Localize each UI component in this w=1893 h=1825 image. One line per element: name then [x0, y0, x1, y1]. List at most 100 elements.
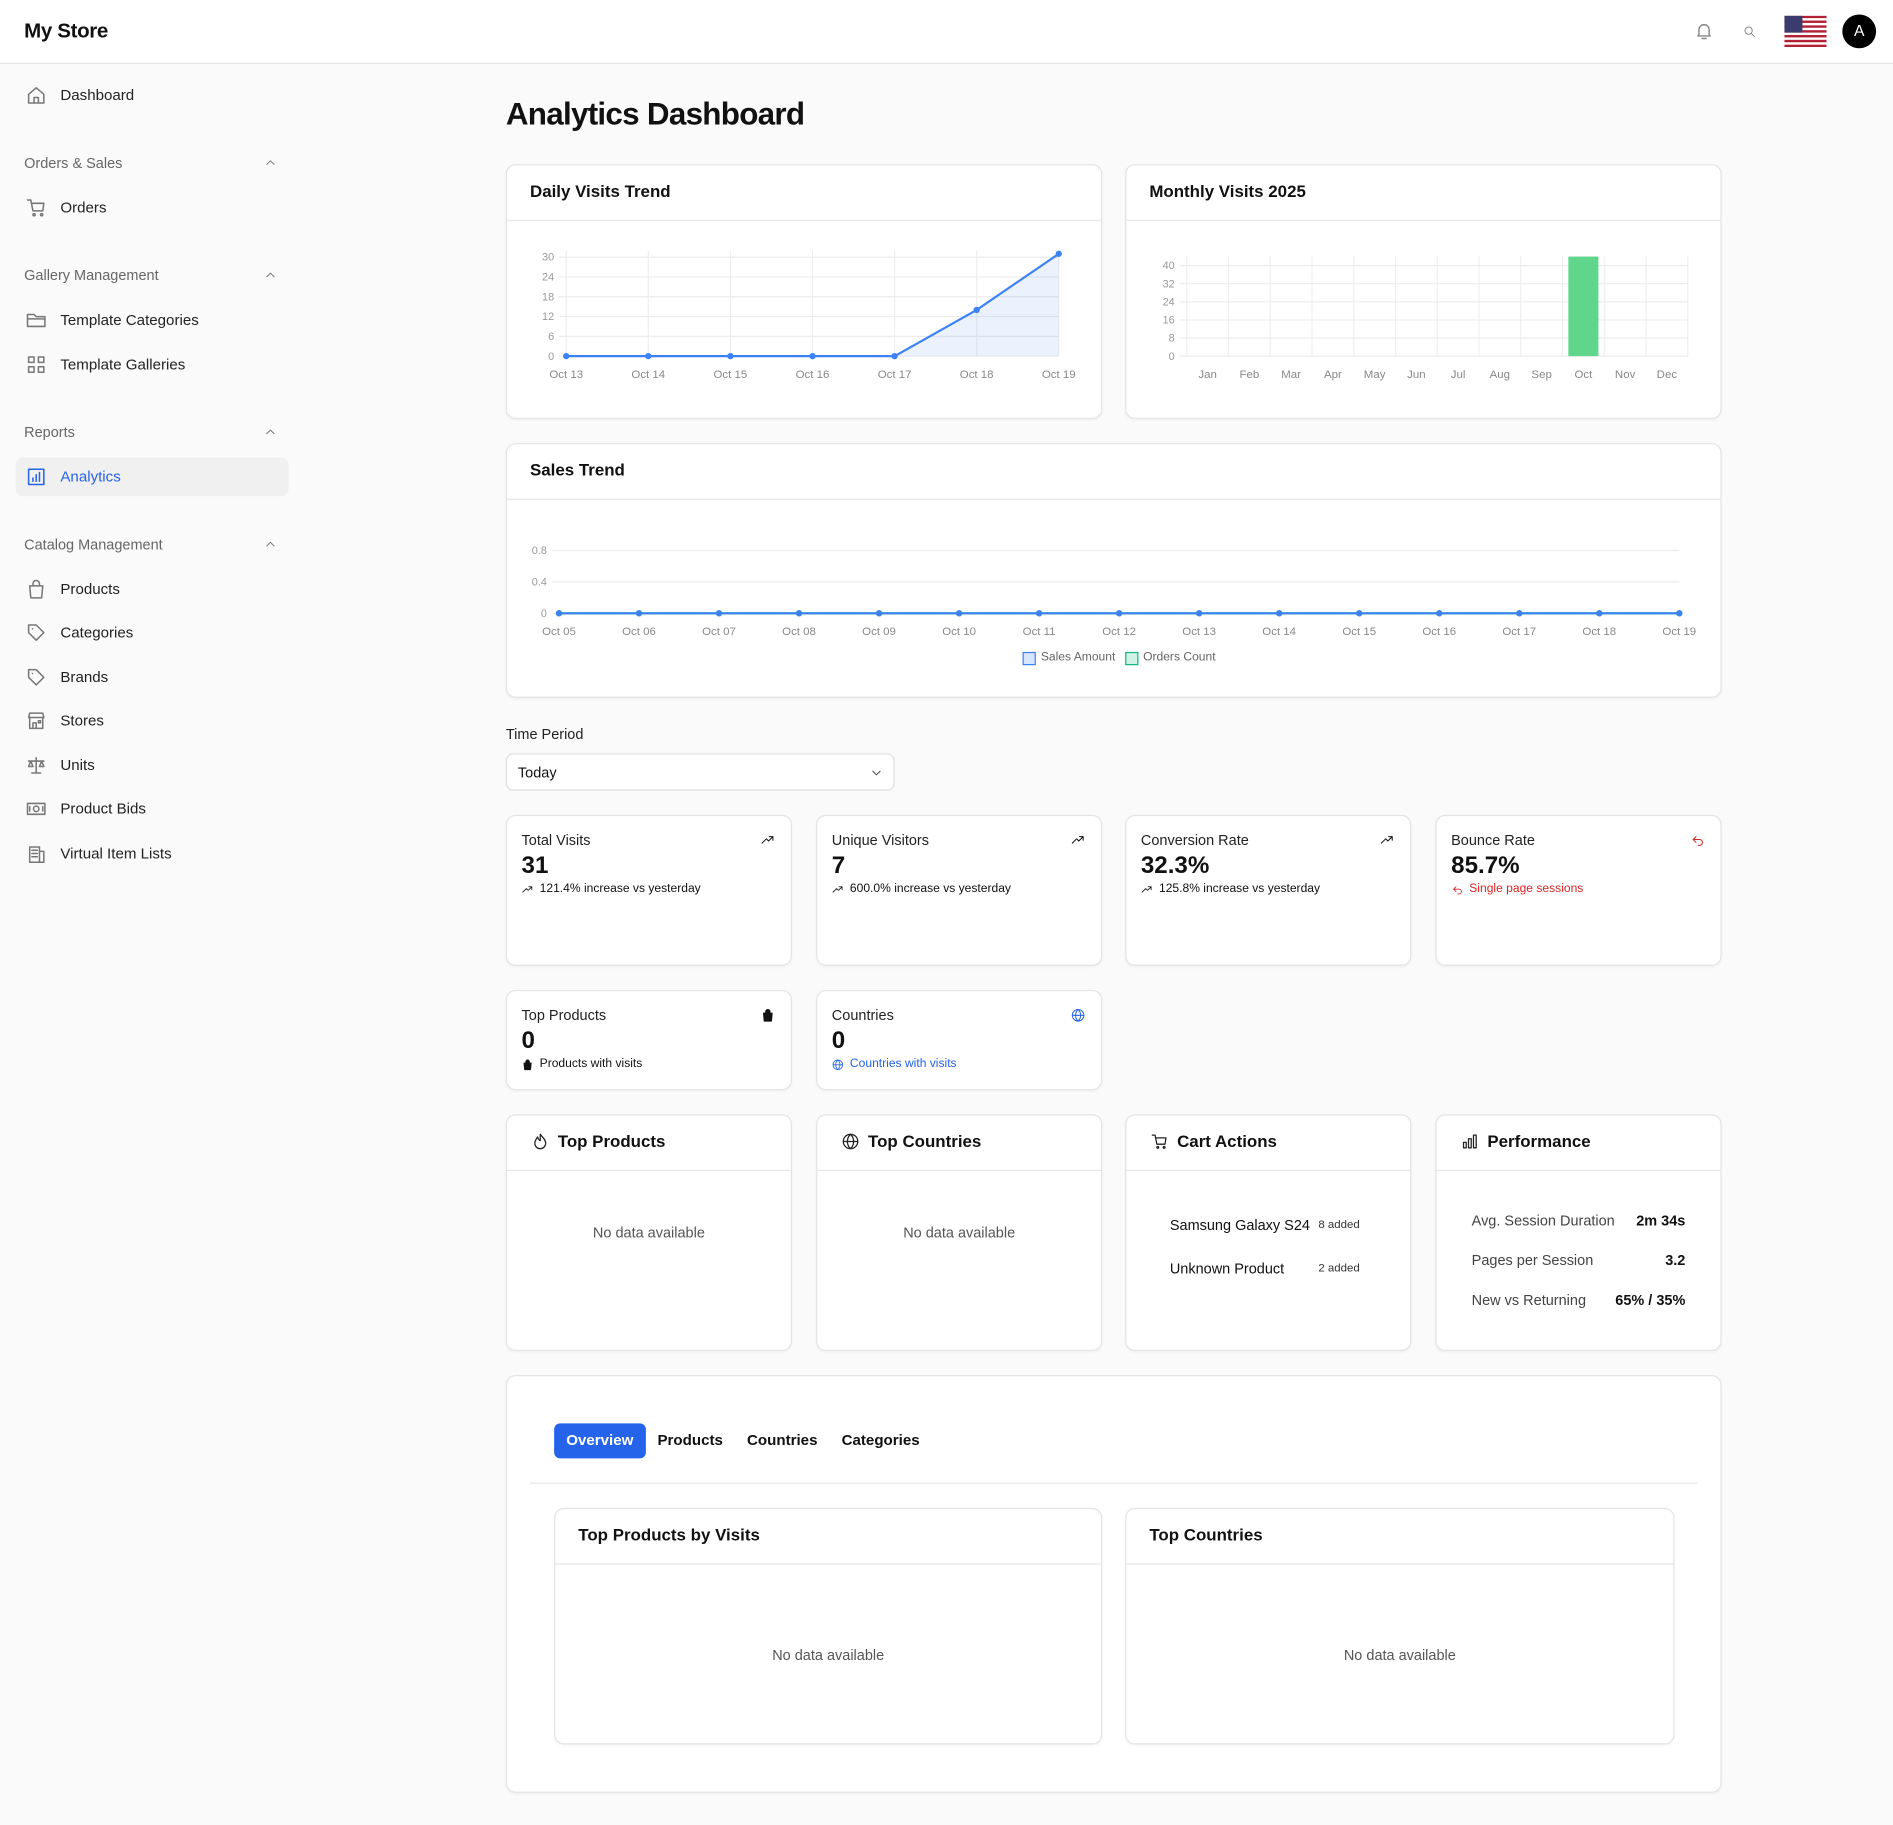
- nav-section[interactable]: Orders & Sales: [24, 154, 123, 172]
- nav-item[interactable]: Dashboard: [60, 86, 135, 104]
- icon-path: [534, 1133, 547, 1150]
- select[interactable]: [505, 753, 895, 791]
- brand[interactable]: My Store: [24, 19, 108, 43]
- metric-label: New vs Returning: [1471, 1291, 1587, 1309]
- tab[interactable]: Overview: [554, 1423, 646, 1459]
- nav-section[interactable]: Catalog Management: [24, 535, 163, 553]
- icon: [761, 836, 774, 844]
- nav-item[interactable]: Categories: [60, 624, 134, 642]
- x-tick-label: Oct 12: [1102, 626, 1136, 638]
- icon: [27, 624, 45, 641]
- point: [1055, 250, 1062, 257]
- x-tick-label: Oct 18: [960, 369, 994, 381]
- point: [809, 353, 816, 360]
- empty-message: No data available: [1343, 1646, 1456, 1664]
- icon-path: [27, 624, 45, 641]
- icon-path: [27, 467, 45, 485]
- icon-path: [1141, 886, 1152, 893]
- y-tick-label: 0: [1169, 351, 1175, 363]
- icon-path: [27, 712, 45, 730]
- nav-item[interactable]: Orders: [60, 199, 107, 217]
- icon-path: [1151, 1134, 1167, 1149]
- x-tick-label: Mar: [1281, 369, 1301, 381]
- stat-card: [816, 814, 1103, 966]
- metric-value: 3.2: [1665, 1251, 1686, 1269]
- stat-value: 31: [521, 852, 549, 879]
- top-bar: [0, 0, 1893, 64]
- legend: Sales Amount Orders Count: [559, 647, 1679, 669]
- chart: 0 6 12 18 24 30 Oct 13 Oct 14 Oct 15 Oct 16 Oct 17…: [542, 250, 1076, 381]
- icon: [266, 272, 275, 278]
- icon: [27, 87, 45, 104]
- panel-card: [816, 1114, 1103, 1351]
- x-tick-label: Sep: [1531, 369, 1551, 381]
- nav-item[interactable]: Analytics: [60, 467, 121, 485]
- tab[interactable]: Products: [657, 1431, 723, 1449]
- cart-item: Unknown Product: [1169, 1260, 1285, 1278]
- nav-item[interactable]: Products: [60, 580, 120, 597]
- legend-item[interactable]: Sales Amount: [1022, 647, 1116, 669]
- point: [645, 353, 652, 360]
- card-divider: [554, 1563, 1103, 1565]
- icon: [28, 579, 44, 598]
- icon-path: [762, 1009, 773, 1022]
- tab[interactable]: Categories: [841, 1431, 920, 1449]
- stat-card: [505, 814, 792, 966]
- x-tick-label: Oct 13: [1182, 626, 1216, 638]
- x-tick-label: Oct 05: [542, 626, 576, 638]
- x-tick-label: Oct 09: [862, 626, 896, 638]
- icon[interactable]: [1742, 24, 1756, 38]
- icon-path: [1692, 836, 1703, 846]
- nav-item[interactable]: Product Bids: [60, 800, 146, 818]
- legend-item[interactable]: Orders Count: [1124, 647, 1216, 669]
- x-tick-label: Oct 15: [714, 369, 748, 381]
- stat-title: Countries: [831, 1006, 894, 1024]
- y-tick-label: 6: [548, 331, 554, 343]
- point: [1676, 610, 1683, 617]
- x-tick-label: Apr: [1324, 369, 1342, 381]
- icon-path: [266, 541, 275, 546]
- point: [795, 610, 803, 617]
- tab-panel-card: [554, 1507, 1103, 1745]
- icon: [26, 199, 45, 217]
- icon-path: [266, 272, 275, 278]
- point: [1196, 610, 1203, 617]
- point: [1276, 610, 1283, 617]
- stat-value: 0: [831, 1027, 846, 1054]
- nav-section[interactable]: Gallery Management: [24, 266, 159, 284]
- icon[interactable]: [1694, 21, 1715, 42]
- icon: [27, 467, 45, 485]
- icon-path: [1697, 23, 1711, 40]
- nav-item[interactable]: Template Galleries: [60, 355, 186, 373]
- nav-item[interactable]: Template Categories: [60, 311, 199, 329]
- area-fill: [566, 253, 1059, 357]
- icon: [1141, 886, 1152, 893]
- nav-item[interactable]: Virtual Item Lists: [60, 844, 172, 862]
- point: [891, 353, 898, 360]
- language-flag[interactable]: [1784, 15, 1827, 48]
- icon: [26, 313, 46, 328]
- point: [955, 610, 963, 617]
- nav-section[interactable]: Reports: [24, 423, 75, 441]
- chart-title: Sales Trend: [529, 459, 625, 480]
- metric-label: Avg. Session Duration: [1471, 1212, 1615, 1230]
- x-tick-label: Oct 17: [878, 369, 912, 381]
- tab[interactable]: Countries: [747, 1431, 818, 1449]
- icon: [28, 845, 45, 863]
- nav-item[interactable]: Units: [60, 756, 95, 774]
- icon-path: [761, 836, 774, 844]
- stat-note: Countries with visits: [849, 1057, 957, 1071]
- x-tick-label: Oct 13: [549, 369, 583, 381]
- legend-label: Orders Count: [1143, 650, 1216, 664]
- nav-item[interactable]: Stores: [60, 712, 104, 730]
- chart-card: [505, 443, 1722, 698]
- point: [1596, 610, 1603, 617]
- select-value: Today: [517, 764, 557, 782]
- y-tick-label: 12: [542, 311, 554, 323]
- icon: [266, 160, 275, 165]
- nav-item[interactable]: Brands: [60, 668, 109, 686]
- icon: [266, 428, 275, 434]
- avatar[interactable]: A: [1842, 14, 1877, 49]
- legend-label: Sales Amount: [1040, 650, 1116, 664]
- filter-label: Time Period: [505, 725, 584, 743]
